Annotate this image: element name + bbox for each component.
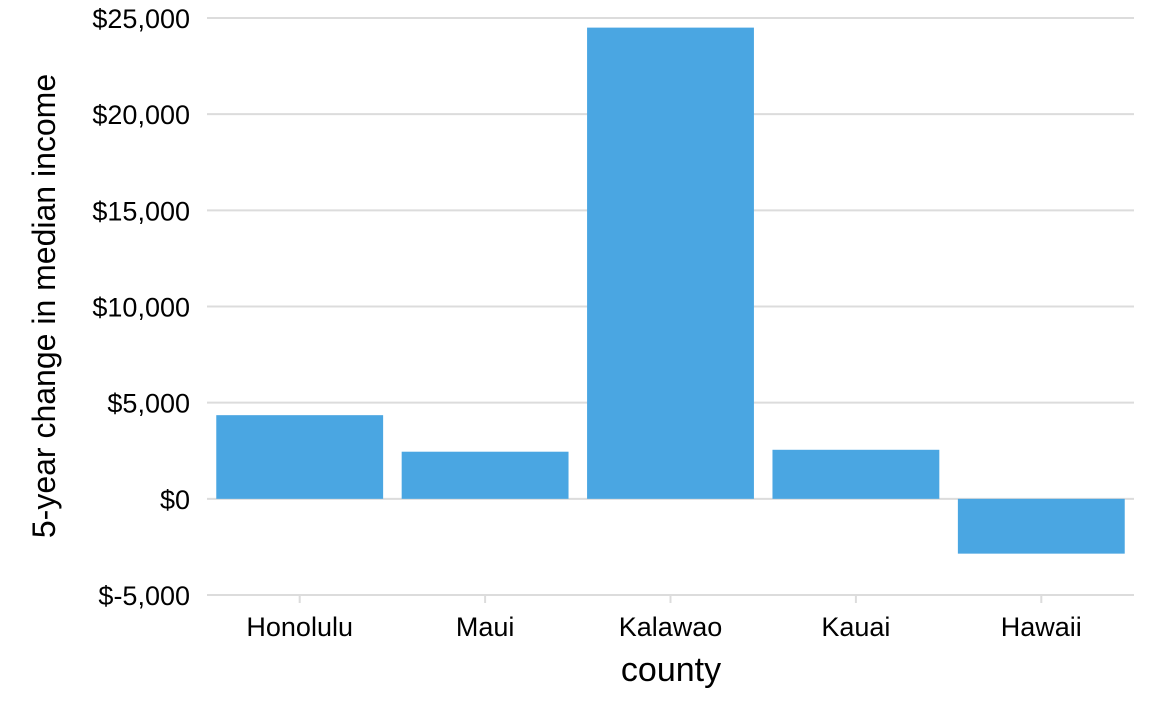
bars: [216, 27, 1125, 554]
y-tick-label: $0: [160, 485, 190, 515]
bar-maui: [401, 451, 569, 499]
bar-kalawao: [587, 27, 754, 499]
bar-honolulu: [216, 415, 384, 499]
x-tick-label: Kauai: [821, 612, 890, 642]
y-axis-ticks: $-5,000 $0 $5,000 $10,000 $15,000 $20,000 $25,…: [92, 4, 190, 611]
x-tick-label: Hawaii: [1001, 612, 1082, 642]
x-axis-title: county: [621, 651, 721, 689]
y-tick-label: $10,000: [92, 293, 190, 323]
x-tick-label: Honolulu: [246, 612, 353, 642]
y-axis-title: 5-year change in median income: [26, 74, 62, 538]
y-tick-label: $15,000: [92, 196, 190, 226]
x-tick-label: Maui: [456, 612, 515, 642]
bar-kauai: [772, 449, 940, 499]
y-tick-label: $20,000: [92, 100, 190, 130]
y-tick-label: $-5,000: [98, 581, 190, 611]
x-tick-label: Kalawao: [619, 612, 723, 642]
y-tick-label: $5,000: [107, 389, 190, 419]
x-axis-ticks: Honolulu Maui Kalawao Kauai Hawaii: [246, 595, 1082, 642]
bar-hawaii: [957, 498, 1125, 554]
y-tick-label: $25,000: [92, 4, 190, 34]
